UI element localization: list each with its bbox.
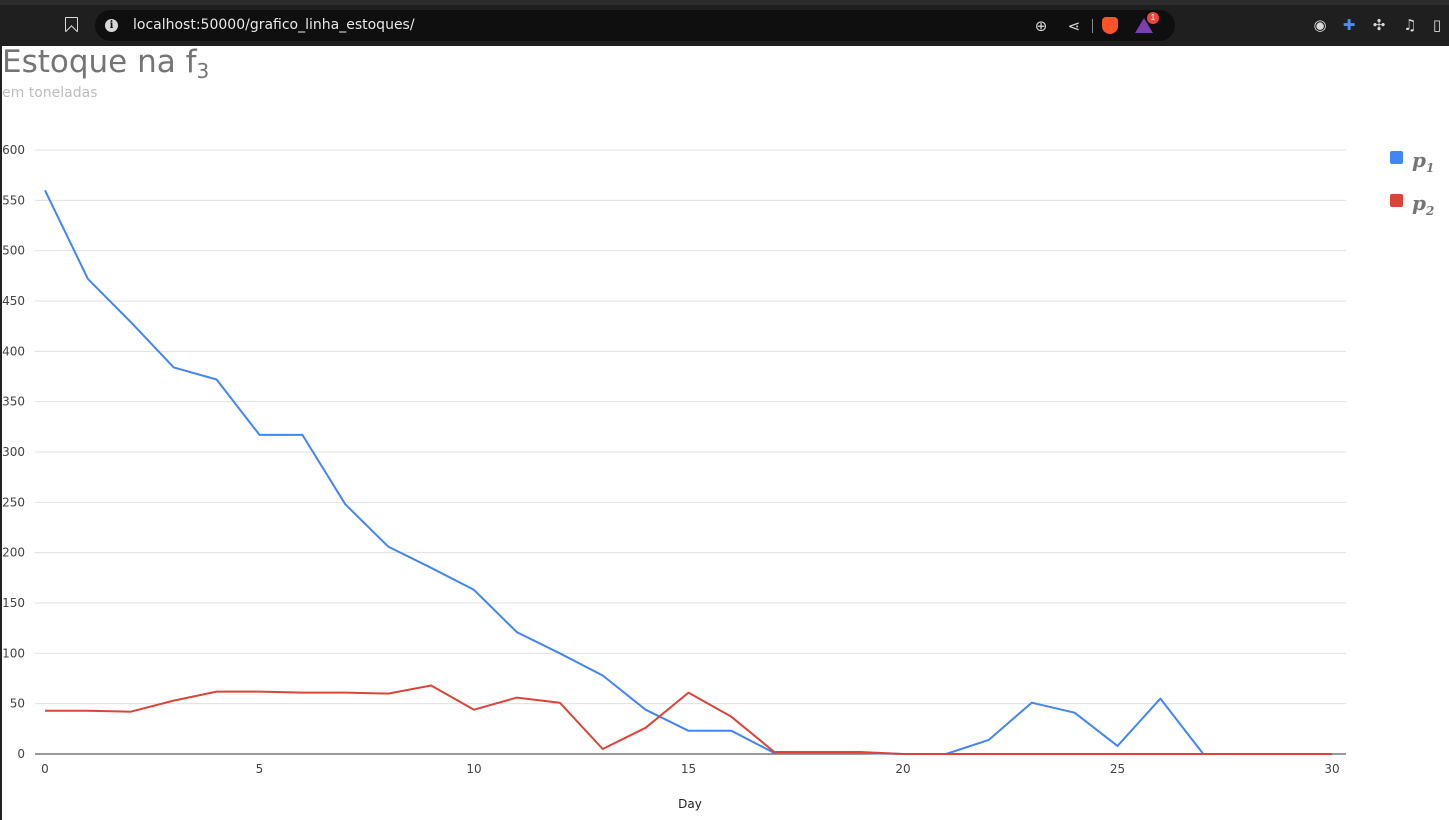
y-tick-label: 500 bbox=[2, 244, 25, 258]
x-tick-label: 15 bbox=[681, 762, 696, 776]
share-icon[interactable]: ⋖ bbox=[1067, 17, 1081, 35]
media-icon[interactable]: ♫ bbox=[1403, 16, 1417, 34]
series-line-p2[interactable] bbox=[45, 684, 1332, 755]
y-tick-label: 200 bbox=[2, 546, 25, 560]
legend-swatch bbox=[1390, 194, 1403, 207]
legend-swatch bbox=[1390, 151, 1403, 164]
legend-label-text: p bbox=[1412, 191, 1426, 215]
zoom-icon[interactable]: ⊕ bbox=[1034, 17, 1048, 35]
legend-label-text: p bbox=[1412, 148, 1426, 172]
x-tick-label: 20 bbox=[895, 762, 910, 776]
x-axis-ticks: 0 5 10 15 20 25 30 bbox=[41, 762, 1339, 776]
legend-label-subscript: 1 bbox=[1425, 161, 1435, 175]
x-tick-label: 5 bbox=[256, 762, 264, 776]
toolbar-separator bbox=[1092, 19, 1093, 33]
series-line-p1[interactable] bbox=[44, 189, 1332, 755]
x-axis-label: Day bbox=[678, 797, 702, 811]
y-tick-label: 300 bbox=[2, 445, 25, 459]
rewards-badge: 1 bbox=[1147, 12, 1159, 24]
chart-title-subscript: 3 bbox=[196, 59, 210, 83]
url-text[interactable]: localhost:50000/grafico_linha_estoques/ bbox=[133, 17, 415, 33]
x-tick-label: 30 bbox=[1324, 762, 1339, 776]
legend-label: p2 bbox=[1412, 191, 1434, 218]
y-axis-ticks: 0 50 100 150 200 250 300 350 400 450 500 550 600 bbox=[2, 143, 25, 761]
browser-toolbar: i localhost:50000/grafico_linha_estoques… bbox=[0, 0, 1449, 46]
chart-title: Estoque na f3 bbox=[2, 44, 210, 83]
legend-label: p1 bbox=[1412, 148, 1434, 175]
y-tick-label: 450 bbox=[2, 294, 25, 308]
y-tick-label: 400 bbox=[2, 344, 25, 358]
y-tick-label: 0 bbox=[17, 747, 25, 761]
chart-subtitle: em toneladas bbox=[2, 85, 98, 101]
bookmark-icon[interactable] bbox=[65, 17, 78, 32]
address-bar[interactable]: i localhost:50000/grafico_linha_estoques… bbox=[95, 10, 1175, 41]
y-tick-label: 150 bbox=[2, 596, 25, 610]
window-edge bbox=[0, 46, 2, 820]
x-tick-label: 0 bbox=[41, 762, 49, 776]
x-tick-label: 25 bbox=[1110, 762, 1125, 776]
y-tick-label: 350 bbox=[2, 395, 25, 409]
extensions-puzzle-icon[interactable]: ✚ bbox=[1342, 16, 1356, 34]
y-tick-label: 100 bbox=[2, 646, 25, 660]
gridlines bbox=[35, 149, 1346, 755]
y-tick-label: 50 bbox=[10, 697, 25, 711]
sidebar-icon[interactable]: ▯ bbox=[1432, 16, 1442, 34]
y-tick-label: 250 bbox=[2, 495, 25, 509]
y-tick-label: 600 bbox=[2, 143, 25, 157]
x-tick-label: 10 bbox=[466, 762, 481, 776]
extension-icon[interactable]: ◉ bbox=[1313, 16, 1327, 34]
legend-label-subscript: 2 bbox=[1425, 204, 1435, 218]
y-tick-label: 550 bbox=[2, 193, 25, 207]
extensions-menu-icon[interactable]: ✣ bbox=[1372, 16, 1386, 34]
site-info-icon[interactable]: i bbox=[105, 19, 118, 32]
series-lines bbox=[44, 189, 1332, 755]
brave-shields-icon[interactable] bbox=[1102, 17, 1118, 34]
